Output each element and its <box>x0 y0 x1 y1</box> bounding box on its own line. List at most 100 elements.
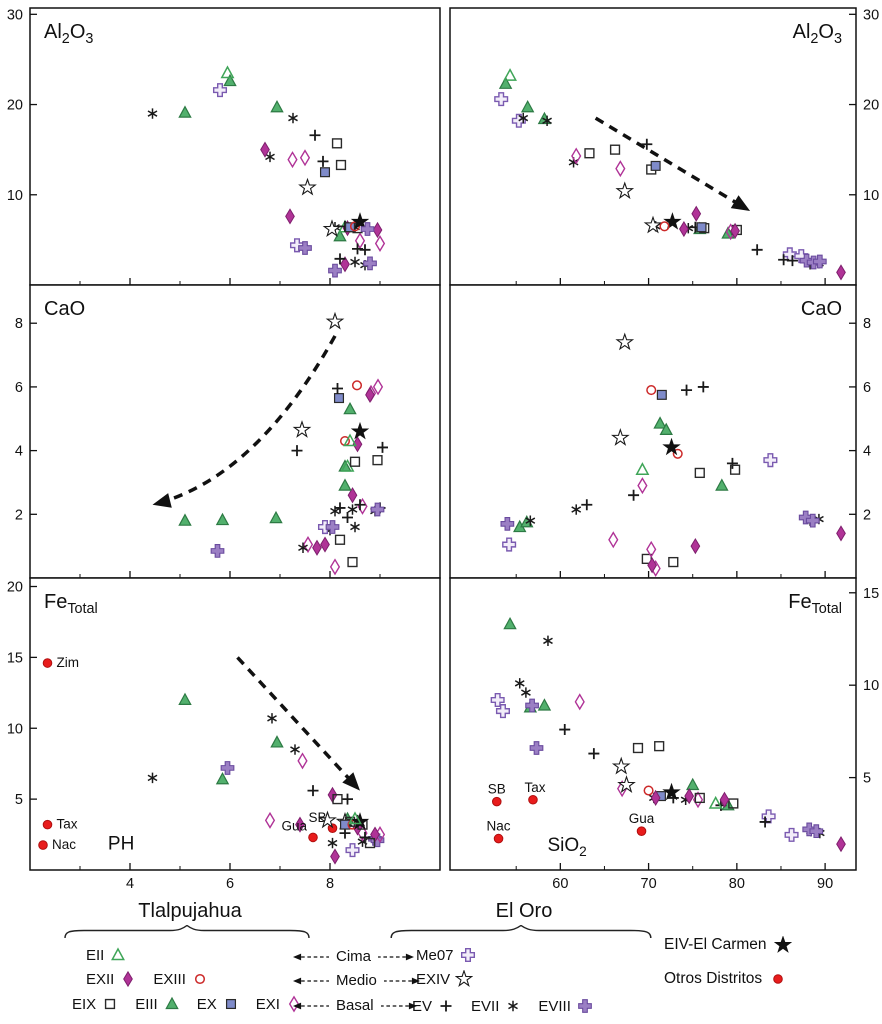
svg-text:Gua: Gua <box>629 811 655 826</box>
svg-text:FeTotal: FeTotal <box>44 591 98 617</box>
svg-text:10: 10 <box>863 188 879 204</box>
panel-cao-vs-ph: 2 4 6 8 CaO <box>15 284 441 579</box>
legend-item-exii: EXII <box>86 970 137 988</box>
legend-level-cima: Cima <box>293 948 415 965</box>
svg-text:10: 10 <box>863 678 879 694</box>
series-EXII <box>679 205 846 281</box>
svg-text:5: 5 <box>863 771 871 787</box>
left-dashed-arrow-icon <box>293 1002 329 1009</box>
panel-fetotal-vs-sio2: 60 70 80 90 5 10 15 FeTotal SiO2 SB Tax Nac Gua <box>449 577 879 892</box>
trend-curve-arrow <box>152 335 337 507</box>
legend-label-eix: EIX <box>72 995 97 1013</box>
panel-border <box>449 284 857 579</box>
legend: Tlalpujahua El Oro EII EXII EXIII <box>0 898 882 1024</box>
legend-item-evii: EVII <box>471 997 522 1015</box>
svg-text:SiO2: SiO2 <box>547 835 586 859</box>
legend-level-label-medio: Medio <box>336 972 377 989</box>
legend-level-medio: Medio <box>293 972 420 989</box>
legend-level-label-cima: Cima <box>336 948 372 965</box>
legend-item-eviii: EVIII <box>538 997 594 1015</box>
series-EV <box>307 785 371 843</box>
panel-border <box>29 284 441 579</box>
svg-text:15: 15 <box>863 586 879 602</box>
svg-text:Nac: Nac <box>52 837 76 852</box>
series-EVIII <box>799 253 827 270</box>
series-Otros <box>491 794 647 844</box>
right-dashed-arrow-icon <box>380 1002 417 1009</box>
svg-text:70: 70 <box>641 876 657 892</box>
series-EX <box>339 819 351 830</box>
series-EX <box>656 389 667 400</box>
svg-text:20: 20 <box>863 98 879 114</box>
svg-text:8: 8 <box>863 316 871 332</box>
legend-label-eii: EII <box>86 946 105 964</box>
exiv-star-icon <box>455 970 474 988</box>
series-EXIII <box>349 221 361 232</box>
svg-text:20: 20 <box>7 580 23 596</box>
legend-item-eii: EII <box>86 946 127 964</box>
exi-diamond-icon <box>285 995 303 1013</box>
series-Me07 <box>490 692 799 842</box>
svg-text:8: 8 <box>326 876 334 892</box>
legend-label-me07: Me07 <box>416 946 454 964</box>
legend-item-exiii: EXIII <box>153 970 209 988</box>
legend-item-eiv-el-carmen: EIV-El Carmen <box>664 936 792 954</box>
svg-text:30: 30 <box>863 7 879 23</box>
svg-text:CaO: CaO <box>801 298 842 320</box>
exiii-circle-icon <box>191 970 209 988</box>
series-EXIV <box>298 177 342 238</box>
series-EII <box>635 462 650 475</box>
right-dashed-arrow-icon <box>378 953 415 960</box>
charts-canvas: 10 20 30 Al2O3 10 20 30 Al2O3 2 4 6 8 CaO 2 4 6 8 CaO 4 6 8 5… <box>7 7 879 892</box>
legend-label-otros-distritos: Otros Distritos <box>664 970 763 987</box>
series-EX <box>650 160 707 233</box>
series-EIII <box>178 401 357 526</box>
svg-text:SB: SB <box>308 810 326 825</box>
panel-al2o3-vs-sio2: 10 20 30 Al2O3 <box>449 7 879 286</box>
legend-level-basal: Basal <box>293 997 417 1014</box>
legend-label-ev: EV <box>412 997 433 1015</box>
panel-cao-vs-sio2: 2 4 6 8 CaO <box>449 284 871 579</box>
exii-diamond-icon <box>119 970 137 988</box>
svg-text:FeTotal: FeTotal <box>788 591 842 617</box>
panel-border <box>29 577 441 871</box>
series-EXII <box>647 525 846 574</box>
trend-arrow <box>594 116 739 206</box>
svg-text:Zim: Zim <box>57 655 80 670</box>
series-EVIII <box>525 698 824 839</box>
svg-text:2: 2 <box>15 507 23 523</box>
svg-text:Al2O3: Al2O3 <box>793 21 842 47</box>
svg-text:15: 15 <box>7 650 23 666</box>
series-EVIII <box>500 510 820 531</box>
svg-text:60: 60 <box>552 876 568 892</box>
legend-label-eviii: EVIII <box>538 997 571 1015</box>
series-EII <box>708 795 723 809</box>
series-EX <box>333 393 345 404</box>
left-dashed-arrow-icon <box>293 953 329 960</box>
svg-text:2: 2 <box>863 507 871 523</box>
legend-label-exi: EXI <box>255 995 280 1013</box>
otros-red-dot-icon <box>769 970 787 988</box>
svg-text:10: 10 <box>7 188 23 204</box>
svg-text:SB: SB <box>488 782 506 797</box>
eix-square-icon <box>101 995 119 1013</box>
svg-text:Gua: Gua <box>281 818 307 833</box>
svg-text:6: 6 <box>226 876 234 892</box>
legend-item-otros-distritos: Otros Distritos <box>664 970 787 988</box>
brace-tlalpujahua <box>64 925 310 939</box>
legend-item-eiii: EIII <box>135 995 181 1013</box>
legend-label-evii: EVII <box>471 997 500 1015</box>
legend-label-eiv-el-carmen: EIV-El Carmen <box>664 936 767 953</box>
legend-row-tlal-cima: EII <box>86 946 136 964</box>
legend-label-exii: EXII <box>86 970 115 988</box>
svg-text:80: 80 <box>729 876 745 892</box>
svg-text:6: 6 <box>863 380 871 396</box>
eiv-filled-star-icon <box>773 936 792 954</box>
legend-row-oro-basal: EV EVII EVIII <box>412 997 603 1015</box>
svg-text:30: 30 <box>7 7 23 23</box>
panel-al2o3-vs-ph: 10 20 30 Al2O3 <box>7 7 441 286</box>
svg-text:4: 4 <box>126 876 134 892</box>
legend-label-ex: EX <box>196 995 217 1013</box>
legend-group-title-tlalpujahua: Tlalpujahua <box>138 900 242 922</box>
